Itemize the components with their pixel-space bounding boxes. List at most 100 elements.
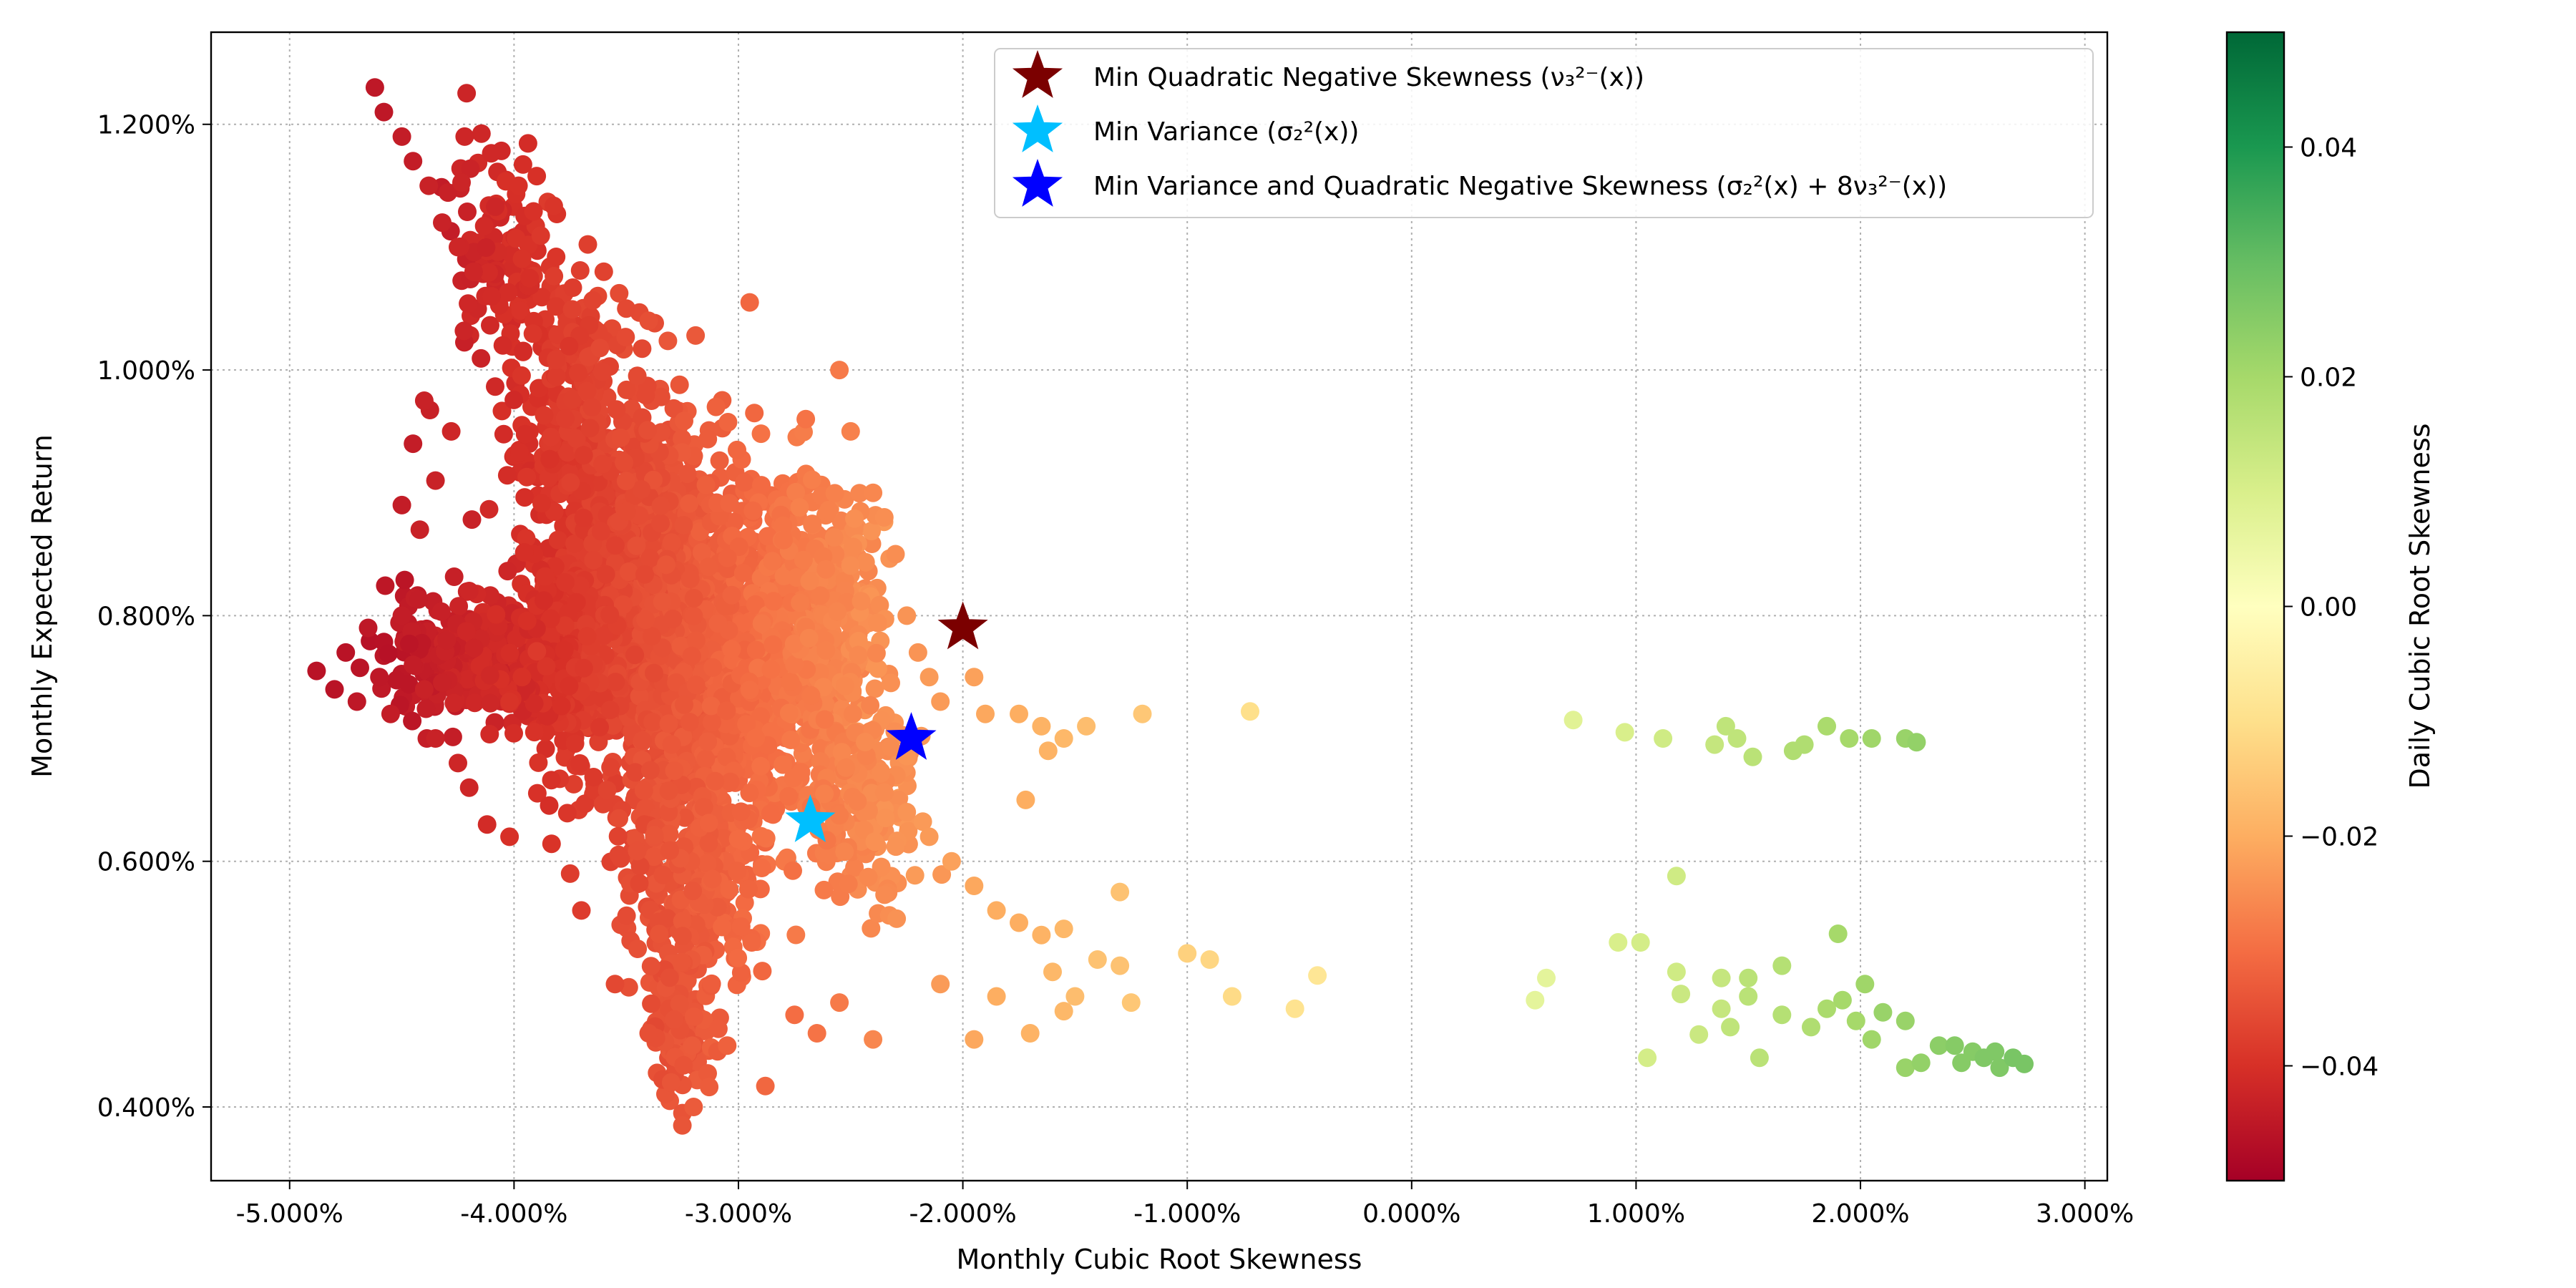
scatter-point [459,294,478,313]
scatter-point [578,235,597,254]
scatter-point [464,638,484,658]
scatter-point [472,348,491,368]
scatter-point [722,640,741,659]
scatter-point [931,692,950,711]
scatter-point [517,467,537,487]
scatter-point [482,144,501,163]
scatter-point [876,809,895,828]
scatter-point [487,605,506,624]
scatter-point [742,933,761,952]
scatter-point [510,443,529,462]
scatter-point [1672,985,1691,1004]
scatter-point [857,746,876,766]
x-tick-label: -1.000% [1133,1199,1241,1229]
scatter-point [616,472,635,491]
scatter-point [626,763,645,782]
scatter-point [527,642,547,661]
scatter-point [544,196,563,215]
scatter-point [867,643,886,663]
y-tick-label: 1.200% [97,111,195,140]
scatter-point [720,880,739,899]
scatter-point [683,1036,702,1055]
scatter-point [608,826,628,846]
scatter-point [575,794,595,814]
scatter-point [548,530,567,550]
scatter-point [613,595,633,614]
scatter-point [682,646,701,665]
scatter-point [811,752,830,771]
scatter-point [459,778,479,797]
scatter-point [1689,1025,1709,1044]
scatter-point [686,675,706,695]
y-axis-ticks: 0.400% 0.600% 0.800% 1.000% 1.200% [97,111,211,1123]
scatter-point [678,464,697,484]
scatter-point [1032,925,1051,945]
scatter-point [835,676,854,696]
scatter-point [864,1030,883,1049]
scatter-point [699,557,718,577]
scatter-point [662,735,681,754]
scatter-point [718,1036,737,1055]
scatter-point [779,786,799,806]
scatter-point [841,556,860,575]
scatter-point [1133,704,1152,723]
colorbar-ticks: −0.04 −0.02 0.00 0.02 0.04 [2284,134,2379,1082]
scatter-point [660,968,679,987]
scatter-point [658,331,678,351]
scatter-point [1772,956,1792,975]
scatter-point [563,389,582,409]
scatter-point [500,643,519,663]
scatter-point [674,516,693,535]
scatter-point [606,673,625,692]
scatter-point [862,919,881,938]
scatter-point [785,655,804,674]
scatter-point [531,226,550,245]
scatter-point [414,391,434,410]
scatter-point [865,679,884,698]
scatter-point [387,670,406,690]
scatter-point [426,471,445,490]
scatter-point [570,576,590,595]
scatter-point [987,901,1006,920]
scatter-point [673,912,692,931]
scatter-point [680,494,699,513]
scatter-point [662,533,681,552]
scatter-point [443,727,462,746]
scatter-point [458,203,477,221]
scatter-point [1200,950,1219,969]
scatter-point [728,829,748,849]
scatter-point [1308,966,1327,985]
legend-label: Min Variance and Quadratic Negative Skew… [1093,172,1947,201]
scatter-point [811,586,830,605]
scatter-point [568,364,587,383]
scatter-point [452,173,471,192]
scatter-point [763,635,783,654]
scatter-point [698,732,718,751]
scatter-point [572,901,591,920]
plot-frame [210,31,2109,1182]
scatter-point [849,645,868,665]
scatter-point [527,784,547,803]
scatter-point [1896,1011,1915,1030]
scatter-point [403,711,422,731]
scatter-point [781,731,801,749]
scatter-point [1739,987,1758,1006]
scatter-point [514,543,534,562]
scatter-point [731,963,751,982]
scatter-point [1846,1011,1865,1030]
scatter-point [653,592,672,611]
scatter-point [542,771,561,790]
scatter-point [735,473,754,492]
scatter-point [746,728,766,748]
scatter-point [557,804,577,823]
scatter-point [1043,962,1062,982]
scatter-point [640,549,660,568]
scatter-point [700,1078,719,1097]
scatter-point [819,500,839,519]
y-axis-label: Monthly Expected Return [26,434,58,778]
scatter-point [868,613,887,633]
scatter-point [480,725,499,743]
scatter-point [1750,1048,1769,1068]
scatter-point [515,488,535,507]
scatter-point [794,550,813,570]
